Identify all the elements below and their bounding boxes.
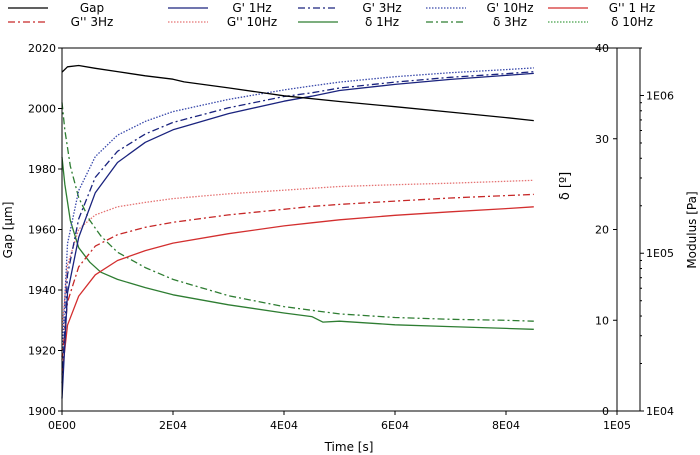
legend-label: G' 3Hz [362,1,401,15]
gap-tick-label: 1920 [28,345,56,358]
legend-label: G' 1Hz [232,1,271,15]
gap-tick-label: 1940 [28,284,56,297]
series-line-g-3hz [61,193,534,361]
delta-tick-label: 40 [595,42,609,55]
gap-tick-label: 1960 [28,224,56,237]
x-tick-label: 0E00 [48,419,76,432]
gap-tick-label: 2020 [28,42,56,55]
x-tick-label: 4E04 [270,419,298,432]
gap-tick-label: 1900 [28,405,56,418]
legend-label: δ 3Hz [493,15,527,29]
legend-label: G'' 10Hz [227,15,277,29]
x-tick-label: 8E04 [492,419,520,432]
modulus-tick-label: 1E05 [646,247,674,260]
legend-label: G'' 1 Hz [609,1,655,15]
legend-label: δ 10Hz [611,15,653,29]
x-tick-label: 1E05 [603,419,631,432]
legend-label: Gap [80,1,104,15]
x-tick-label: 6E04 [381,419,409,432]
series-line-g-1hz [61,72,534,399]
modulus-tick-label: 1E06 [646,89,674,102]
legend: Gap G' 1Hz G' 3Hz G' 10Hz G'' 1 Hz G'' 3Hz G''… [8,1,655,29]
legend-label: δ 1Hz [365,15,399,29]
series-line-g-10hz [61,67,534,358]
delta-tick-label: 20 [595,224,609,237]
series-line-g-10hz [61,179,534,332]
modulus-tick-label: 1E04 [646,405,674,418]
x-tick-label: 2E04 [159,419,187,432]
series-line-g-1-hz [61,206,534,375]
delta-tick-label: 0 [602,405,609,418]
y-axis-label-modulus: Modulus [Pa] [685,191,699,268]
y-axis-label-delta: δ [º] [558,172,573,200]
series-line-gap [61,64,534,122]
x-axis-label: Time [s] [324,440,374,454]
gap-tick-label: 2000 [28,103,56,116]
delta-tick-label: 10 [595,314,609,327]
series-layer [61,64,534,399]
legend-label: G' 10Hz [486,1,533,15]
series-line-g-3hz [61,71,534,384]
gap-tick-label: 1980 [28,163,56,176]
legend-label: G'' 3Hz [71,15,114,29]
y-axis-label-gap: Gap [µm] [1,202,15,259]
series-line-delta-3hz [61,102,534,322]
delta-tick-label: 30 [595,133,609,146]
